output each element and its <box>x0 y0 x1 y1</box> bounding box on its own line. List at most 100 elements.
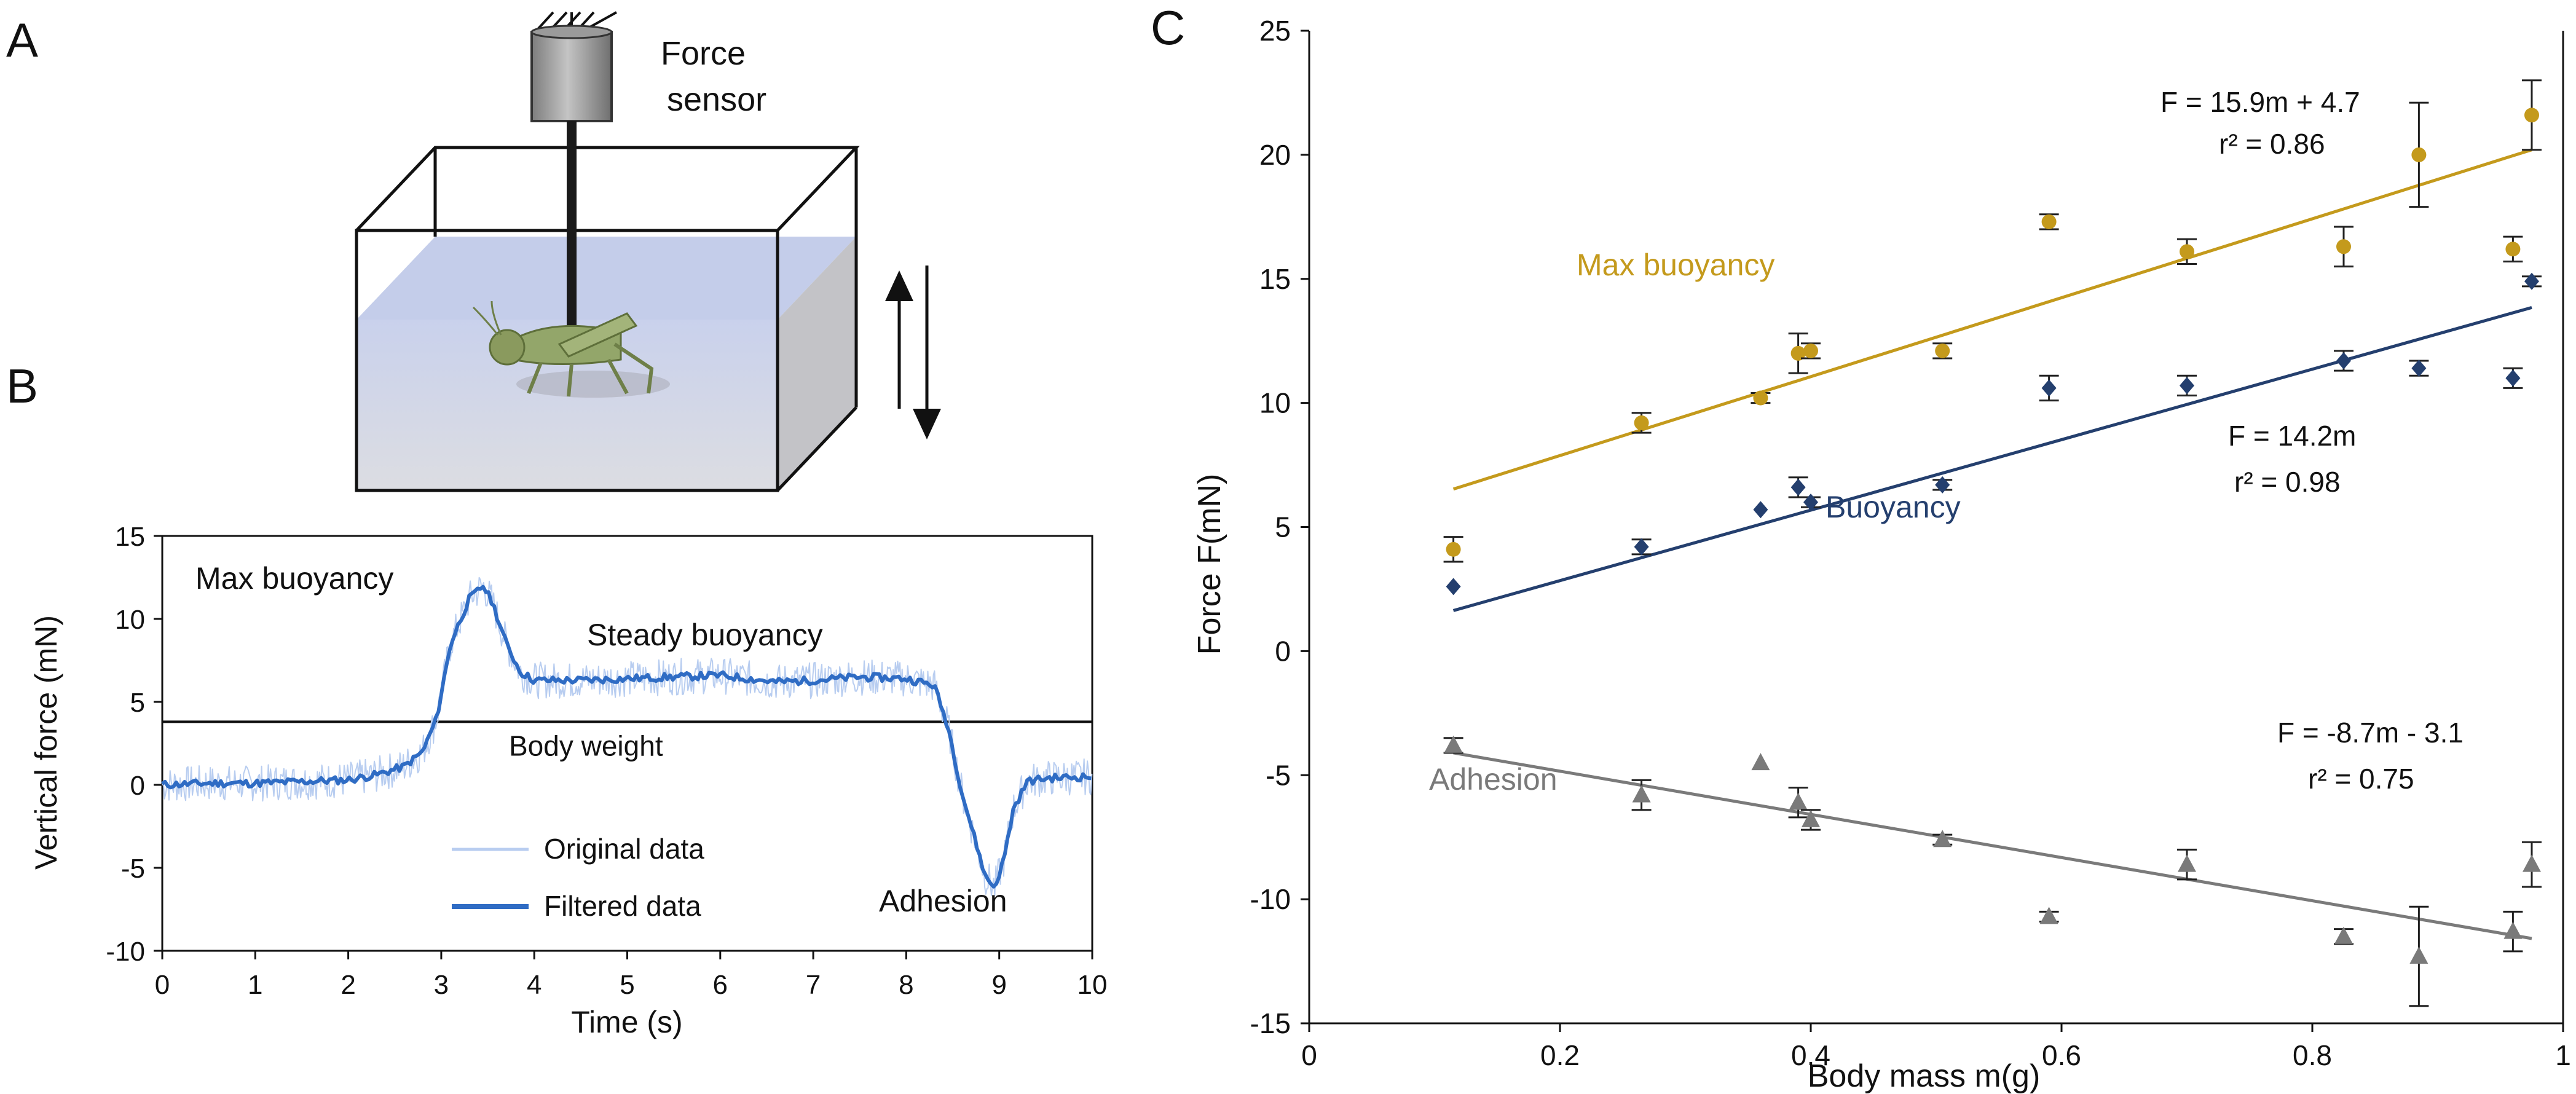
legend-label-original: Original data <box>544 833 704 865</box>
x-tick-label: 0.6 <box>2042 1039 2081 1071</box>
x-tick-label: 6 <box>713 970 728 1000</box>
fit-equation-max-buoyancy: F = 15.9m + 4.7 <box>2160 86 2360 118</box>
fit-r2-buoyancy: r² = 0.98 <box>2234 466 2341 498</box>
data-point-buoyancy <box>1803 494 1818 511</box>
y-tick-label: -5 <box>121 854 145 884</box>
y-tick-label: -10 <box>1250 883 1291 915</box>
fit-line-buoyancy <box>1452 305 2532 612</box>
x-tick-label: 0.8 <box>2293 1039 2332 1071</box>
data-point-adhesion <box>1444 735 1463 753</box>
y-tick-label: -10 <box>106 937 145 967</box>
tick-layer: 0 1 2 3 4 5 6 7 8 9 10 -10 -5 0 5 10 15 <box>106 522 1107 1000</box>
x-tick-label: 0 <box>1301 1039 1317 1071</box>
grasshopper-icon <box>472 301 670 398</box>
fit-r2-adhesion: r² = 0.75 <box>2308 763 2414 795</box>
y-tick-label: 10 <box>1259 387 1291 419</box>
data-point-max-buoyancy <box>1935 343 1950 358</box>
fit-line-adhesion <box>1453 751 2532 940</box>
series-label-max-buoyancy: Max buoyancy <box>1577 248 1774 282</box>
water-surface <box>356 237 856 320</box>
panel-label-b: B <box>6 359 38 413</box>
x-tick-label: 1 <box>248 970 262 1000</box>
legend-label-filtered: Filtered data <box>544 890 701 922</box>
data-point-max-buoyancy <box>1790 345 1806 361</box>
reference-line-layer: Body weight <box>162 720 1092 761</box>
data-point-adhesion <box>2334 926 2353 944</box>
axes-layer: -15 -10 -5 0 5 10 15 20 25 0 0.2 0.4 0.6 0.8 1 <box>1250 15 2571 1071</box>
points-layer <box>1443 79 2542 1007</box>
x-tick-label: 8 <box>899 970 913 1000</box>
data-point-buoyancy <box>1790 478 1806 496</box>
data-point-max-buoyancy <box>2524 108 2539 123</box>
y-tick-label: 0 <box>130 771 145 801</box>
data-point-adhesion <box>2503 921 2523 939</box>
x-axis-title-c: Body mass m(g) <box>1808 1058 2041 1094</box>
data-point-buoyancy <box>2180 377 2194 395</box>
legend: Original data Filtered data <box>452 833 704 922</box>
sensor-rod <box>567 121 577 345</box>
x-tick-label: 5 <box>620 970 634 1000</box>
y-axis-title-c: Force F(mN) <box>1192 474 1227 655</box>
data-point-adhesion <box>1933 830 1952 848</box>
data-point-adhesion <box>2039 907 2058 924</box>
data-point-adhesion <box>1751 753 1770 771</box>
y-tick-label: 15 <box>1259 263 1291 295</box>
fit-equation-buoyancy: F = 14.2m <box>2228 420 2356 452</box>
motion-arrows <box>885 266 941 439</box>
fit-r2-max-buoyancy: r² = 0.86 <box>2219 128 2325 160</box>
data-point-buoyancy <box>2505 369 2521 387</box>
y-tick-label: -15 <box>1250 1007 1291 1039</box>
data-point-adhesion <box>2409 946 2428 964</box>
series-layer <box>161 577 1093 897</box>
x-axis-title: Time (s) <box>571 1005 682 1039</box>
y-tick-label: 20 <box>1259 139 1291 171</box>
force-sensor <box>530 31 613 122</box>
y-tick-label: 5 <box>1275 511 1291 543</box>
x-tick-label: 4 <box>527 970 542 1000</box>
data-point-buoyancy <box>1634 538 1649 556</box>
series-label-adhesion: Adhesion <box>1429 762 1558 797</box>
data-point-adhesion <box>1789 792 1808 810</box>
panel-label-a: A <box>6 13 38 67</box>
data-point-buoyancy <box>1446 578 1461 596</box>
data-point-max-buoyancy <box>2336 239 2351 254</box>
panel-label-c: C <box>1151 1 1185 55</box>
data-point-max-buoyancy <box>1803 343 1818 358</box>
x-tick-label: 7 <box>806 970 821 1000</box>
data-point-adhesion <box>1802 809 1820 827</box>
data-point-buoyancy <box>2336 352 2351 369</box>
annotation-adhesion: Adhesion <box>879 884 1007 918</box>
sensor-label-line1: Force <box>661 35 746 72</box>
x-tick-label: 1 <box>2555 1039 2571 1071</box>
data-point-adhesion <box>2178 854 2196 872</box>
data-point-max-buoyancy <box>1634 415 1649 430</box>
annotation-max-buoyancy: Max buoyancy <box>195 561 393 596</box>
sensor-label-line2: sensor <box>667 81 766 118</box>
data-point-buoyancy <box>2411 360 2427 377</box>
data-point-adhesion <box>2523 854 2541 872</box>
data-point-buoyancy <box>2041 379 2057 397</box>
panel-c-chart: -15 -10 -5 0 5 10 15 20 25 0 0.2 0.4 0.6 0.8 1 Max buo… <box>1192 15 2571 1094</box>
data-point-buoyancy <box>1935 476 1950 494</box>
data-point-buoyancy <box>2524 272 2539 290</box>
y-tick-label: -5 <box>1266 759 1291 791</box>
filtered-data-line <box>161 584 1092 889</box>
body-weight-label: Body weight <box>509 730 663 761</box>
x-tick-label: 10 <box>1077 970 1108 1000</box>
data-point-max-buoyancy <box>1446 541 1461 557</box>
data-point-buoyancy <box>1753 501 1768 519</box>
panel-b-chart: 0 1 2 3 4 5 6 7 8 9 10 -10 -5 0 5 10 15 Body weight Orig… <box>29 522 1107 1039</box>
data-point-max-buoyancy <box>2041 214 2057 229</box>
y-tick-label: 5 <box>130 688 145 718</box>
y-tick-label: 15 <box>115 522 145 552</box>
series-label-buoyancy: Buoyancy <box>1826 490 1961 524</box>
x-tick-label: 0 <box>155 970 170 1000</box>
apparatus-schematic: Force sensor <box>355 11 941 492</box>
data-point-max-buoyancy <box>2505 242 2521 257</box>
y-tick-label: 0 <box>1275 635 1291 667</box>
annotation-steady-buoyancy: Steady buoyancy <box>587 618 823 652</box>
data-point-max-buoyancy <box>2180 244 2194 259</box>
data-point-max-buoyancy <box>2411 147 2427 162</box>
x-tick-label: 9 <box>991 970 1006 1000</box>
